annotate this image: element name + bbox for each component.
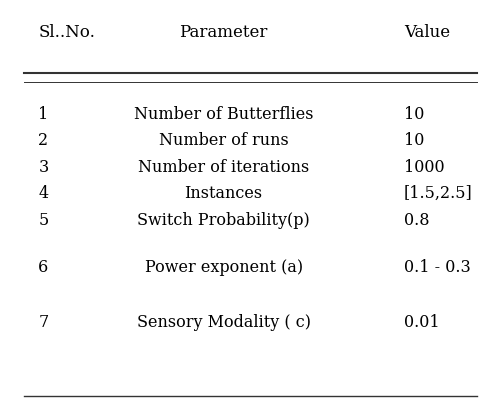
Text: Instances: Instances [185,185,263,202]
Text: [1.5,2.5]: [1.5,2.5] [404,185,473,202]
Text: Sl..No.: Sl..No. [38,24,95,41]
Text: 5: 5 [38,212,49,229]
Text: 0.8: 0.8 [404,212,430,229]
Text: 10: 10 [404,132,425,149]
Text: 6: 6 [38,259,49,276]
Text: 2: 2 [38,132,49,149]
Text: Sensory Modality ( c): Sensory Modality ( c) [136,314,310,331]
Text: 10: 10 [404,106,425,123]
Text: 7: 7 [38,314,49,331]
Text: 4: 4 [38,185,49,202]
Text: 0.01: 0.01 [404,314,439,331]
Text: Power exponent (a): Power exponent (a) [144,259,303,276]
Text: 3: 3 [38,159,49,176]
Text: Value: Value [404,24,450,41]
Text: 1000: 1000 [404,159,445,176]
Text: Number of iterations: Number of iterations [138,159,309,176]
Text: Number of Butterflies: Number of Butterflies [134,106,313,123]
Text: 0.1 - 0.3: 0.1 - 0.3 [404,259,471,276]
Text: Number of runs: Number of runs [159,132,289,149]
Text: Parameter: Parameter [180,24,268,41]
Text: 1: 1 [38,106,49,123]
Text: Switch Probability(p): Switch Probability(p) [137,212,310,229]
